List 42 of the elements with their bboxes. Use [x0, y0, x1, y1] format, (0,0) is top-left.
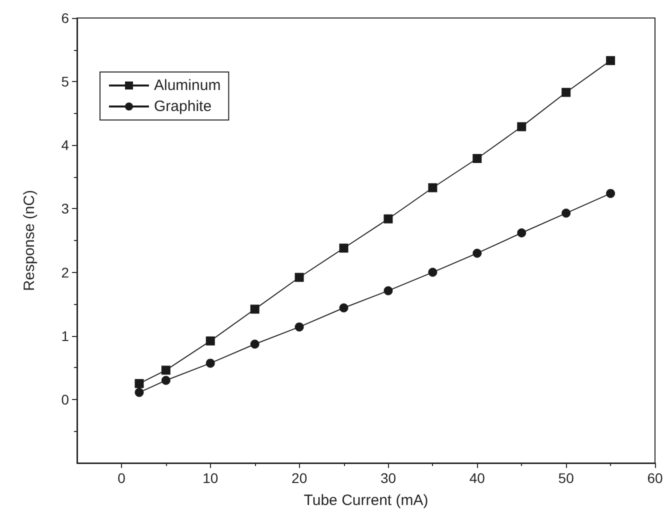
y-axis-title: Response (nC) [21, 190, 38, 291]
point [134, 388, 144, 397]
point [517, 122, 526, 132]
legend-label: Aluminum [154, 77, 221, 94]
point [428, 183, 438, 192]
point [161, 376, 170, 385]
point [206, 336, 215, 346]
point [606, 188, 616, 198]
point [428, 268, 438, 277]
x-tick-label: 50 [558, 470, 574, 486]
x-tick-label: 10 [202, 470, 218, 486]
point [562, 88, 571, 97]
x-tick-label: 30 [380, 470, 396, 486]
point [339, 244, 348, 253]
y-tick-label: 3 [61, 200, 70, 217]
x-tick-label: 20 [292, 470, 308, 486]
point [294, 322, 304, 332]
point [250, 304, 260, 314]
x-tick-label: 0 [118, 470, 126, 486]
point [294, 272, 304, 282]
point [339, 303, 348, 312]
y-tick-label: 0 [61, 391, 70, 408]
point [606, 56, 616, 66]
point [517, 228, 526, 238]
y-tick-label: 5 [61, 74, 70, 90]
x-tick-label: 60 [647, 470, 663, 486]
point [384, 214, 393, 224]
point [134, 379, 144, 388]
y-tick-label: 6 [61, 10, 70, 26]
point [250, 340, 260, 349]
point [161, 366, 170, 375]
y-tick-label: 2 [61, 264, 70, 280]
point [472, 248, 482, 258]
point [206, 358, 215, 368]
x-tick-label: 40 [469, 470, 486, 486]
point [472, 154, 482, 163]
x-axis-title: Tube Current (mA) [304, 492, 428, 509]
point [384, 286, 393, 296]
legend-label: Graphite [154, 98, 212, 115]
point [562, 208, 571, 218]
y-tick-label: 1 [61, 328, 70, 344]
y-tick-label: 4 [61, 137, 70, 154]
